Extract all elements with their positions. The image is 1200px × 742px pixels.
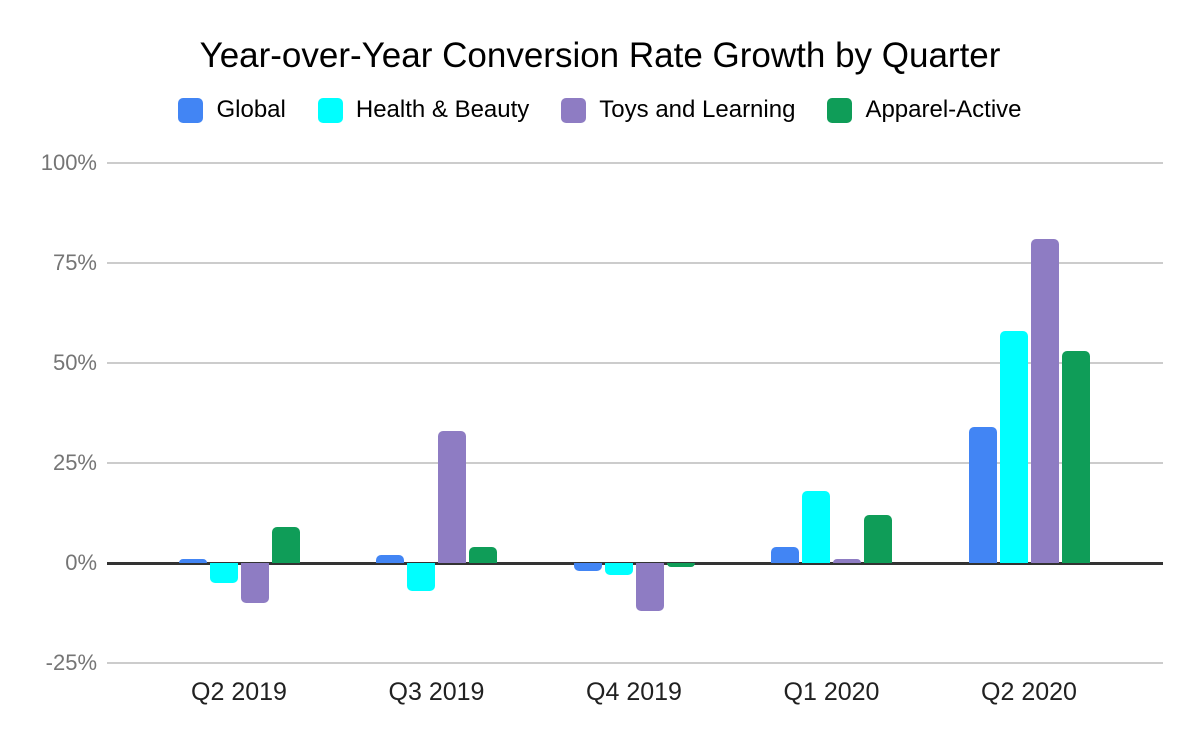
x-axis-zero-line [107,562,1163,565]
bar-toys-and-learning-q2-2019[interactable] [240,563,269,603]
legend-swatch-global [178,97,204,123]
bar-apparel-active-q4-2019[interactable] [666,563,695,567]
bar-apparel-active-q1-2020[interactable] [864,515,892,563]
legend-item-toys-and-learning[interactable]: Toys and Learning [561,96,795,124]
chart-legend: Global Health & Beauty Toys and Learning Ap… [0,96,1200,124]
bar-health-beauty-q2-2019[interactable] [209,563,238,583]
bar-apparel-active-q2-2019[interactable] [271,527,300,563]
x-tick-label: Q4 2019 [586,678,682,706]
x-tick-label: Q3 2019 [388,678,485,706]
gridline-100 [107,162,1163,164]
y-tick-label: -25% [45,650,97,675]
legend-swatch-apparel-active [827,97,853,123]
bar-health-beauty-q3-2019[interactable] [407,563,435,591]
plot-area [107,162,1163,664]
y-tick-label: 25% [52,450,97,475]
legend-item-health-beauty[interactable]: Health & Beauty [317,96,530,124]
bar-toys-and-learning-q2-2020[interactable] [1030,239,1059,563]
bar-global-q3-2019[interactable] [376,555,404,563]
bar-global-q2-2019[interactable] [178,559,207,563]
x-tick-label: Q2 2019 [191,678,287,706]
y-tick-label: 100% [40,150,97,175]
bar-global-q1-2020[interactable] [771,547,799,563]
bar-global-q4-2019[interactable] [573,563,602,571]
chart-title: Year-over-Year Conversion Rate Growth by… [199,36,1001,75]
bar-global-q2-2020[interactable] [968,427,997,563]
legend-item-global[interactable]: Global [178,96,286,124]
x-tick-label: Q2 2020 [981,678,1077,706]
bar-apparel-active-q3-2019[interactable] [469,547,497,563]
legend-swatch-health-beauty [317,97,343,123]
bar-apparel-active-q2-2020[interactable] [1061,351,1090,563]
legend-swatch-toys-and-learning [561,97,587,123]
legend-label: Global [216,96,286,123]
bar-health-beauty-q4-2019[interactable] [604,563,633,575]
bar-health-beauty-q1-2020[interactable] [802,491,830,563]
gridline-50 [107,362,1163,364]
legend-label: Toys and Learning [599,96,796,123]
bar-toys-and-learning-q4-2019[interactable] [635,563,664,611]
legend-item-apparel-active[interactable]: Apparel-Active [827,96,1022,124]
bar-health-beauty-q2-2020[interactable] [999,331,1028,563]
bar-toys-and-learning-q1-2020[interactable] [833,559,861,563]
x-tick-label: Q1 2020 [783,678,880,706]
legend-label: Health & Beauty [355,96,530,123]
y-tick-label: 50% [52,350,97,375]
gridline--25 [107,662,1163,664]
y-tick-label: 75% [52,250,97,275]
gridline-25 [107,462,1163,464]
y-tick-label: 0% [65,550,97,575]
gridline-75 [107,262,1163,264]
legend-label: Apparel-Active [865,96,1022,123]
bar-toys-and-learning-q3-2019[interactable] [438,431,466,563]
